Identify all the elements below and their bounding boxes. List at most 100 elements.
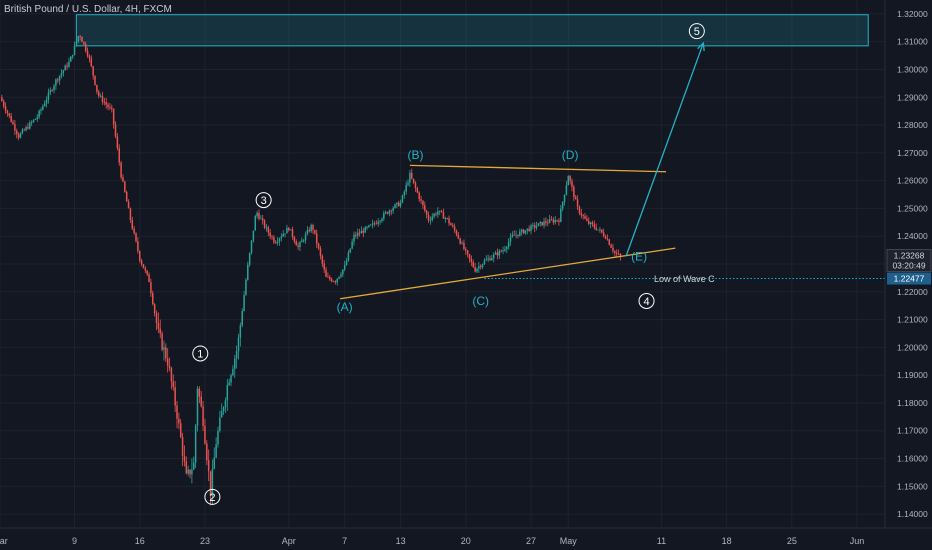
candle-body [288,227,290,231]
candle-body [474,266,476,272]
candle-body [539,221,542,224]
candle-body [438,210,441,212]
candle-body [392,208,394,211]
candle-body [148,274,150,283]
candle-body [178,418,180,424]
candle-body [343,265,346,270]
candle-body [483,260,486,265]
candle-body [159,328,161,334]
candle-body [418,192,420,200]
x-tick-label: 16 [135,536,145,546]
candle-body [16,130,18,135]
candle-body [582,215,584,217]
y-tick-label: 1.25000 [897,203,928,213]
candle-body [165,347,167,359]
candle-body [109,107,111,108]
candle-body [282,233,284,237]
candle-body [401,195,404,203]
candle-body [601,229,603,233]
candle-body [125,191,128,202]
candle-body [455,230,458,235]
candle-body [254,216,257,231]
candle-body [146,270,148,275]
current-price-badge [886,249,932,273]
candle-body [267,227,270,233]
candle-body [166,358,169,366]
candle-body [362,230,365,233]
zone-layer [75,14,869,47]
x-tick-label: 13 [396,536,406,546]
candle-body [487,258,489,260]
candle-body [291,229,294,238]
candle-body [211,469,214,497]
candle-body [32,119,35,123]
candle-body [96,84,98,92]
candle-body [492,254,495,258]
candle-body [200,396,202,407]
candle-body [327,276,329,278]
y-tick-label: 1.30000 [897,64,928,74]
low-wave-c-badge [887,272,931,285]
candle-body [297,245,299,248]
x-tick-label: 18 [722,536,732,546]
candle-body [258,212,260,219]
x-tick-label: 11 [657,536,666,546]
candle-body [301,240,303,243]
candle-body [440,210,443,213]
candle-body [520,229,523,232]
candle-body [506,246,508,250]
candle-body [422,200,424,206]
wave-circle [204,488,221,505]
candle-body [347,252,350,261]
candle-body [507,241,510,247]
candle-body [463,242,465,250]
candle-body [196,388,199,426]
candle-layer [1,34,622,506]
candle-body [83,41,85,44]
candle-body [457,234,460,239]
candle-body [552,219,555,223]
candle-body [168,365,171,369]
candle-body [163,347,165,350]
candle-body [97,91,100,96]
candle-body [157,323,160,329]
candle-body [90,58,93,67]
candle-body [239,325,242,338]
candle-body [103,101,106,103]
low-wave-c-price-label: 1.22477 [894,274,925,284]
candle-body [278,238,281,242]
candle-body [273,237,275,243]
candle-body [319,248,322,256]
candle-body [179,423,182,438]
candle-body [312,225,314,230]
candle-body [371,223,374,225]
candle-body [144,268,147,271]
candle-body [325,269,327,277]
candle-body [181,437,184,456]
candle-body [213,457,216,470]
candle-body [442,212,445,219]
candle-body [284,233,286,235]
candle-body [86,50,89,56]
candle-body [561,201,564,209]
candle-body [547,222,549,224]
candle-body [127,201,130,209]
candle-body [370,224,372,226]
candle-body [345,260,348,266]
candle-body [353,234,355,242]
candle-body [502,250,504,252]
candle-body [468,254,471,259]
candle-body [472,261,474,267]
candle-body [49,90,52,93]
candle-body [263,220,266,228]
candle-body [73,45,76,55]
candle-body [62,70,65,74]
candle-body [451,225,454,227]
wave-number-label: 1 [197,348,203,360]
candle-body [446,218,448,219]
candle-body [304,234,307,241]
candle-body [45,99,48,104]
x-tick-label: 7 [342,536,347,546]
candle-body [112,108,115,125]
